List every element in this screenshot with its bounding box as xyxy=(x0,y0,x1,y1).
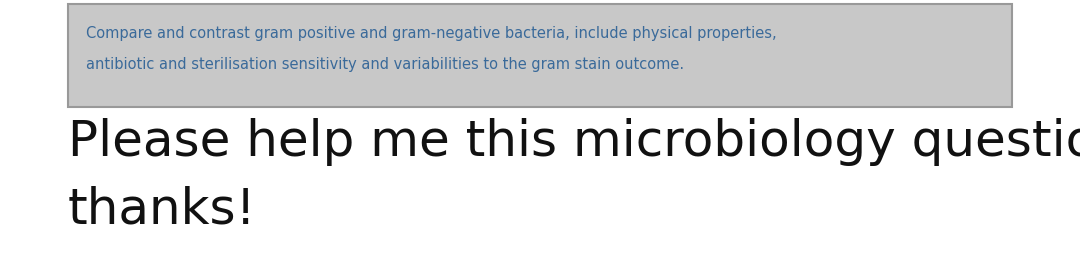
Text: Compare and contrast gram positive and gram-negative bacteria, include physical : Compare and contrast gram positive and g… xyxy=(86,26,777,41)
Text: antibiotic and sterilisation sensitivity and variabilities to the gram stain out: antibiotic and sterilisation sensitivity… xyxy=(86,57,684,72)
Bar xyxy=(68,4,1012,107)
Text: Please help me this microbiology question,: Please help me this microbiology questio… xyxy=(68,118,1080,166)
Bar xyxy=(68,4,1012,107)
Text: thanks!: thanks! xyxy=(68,185,257,233)
